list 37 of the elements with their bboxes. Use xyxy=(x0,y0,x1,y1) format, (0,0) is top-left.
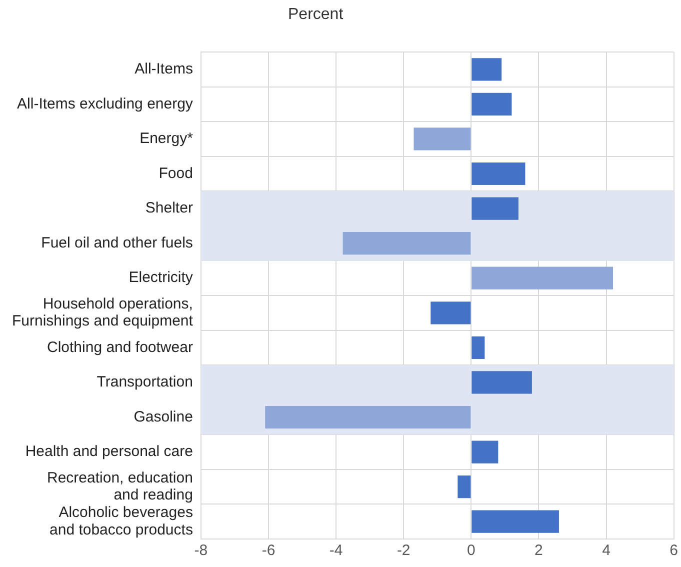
bar xyxy=(414,128,471,150)
x-tick-label: -8 xyxy=(194,542,208,560)
bar xyxy=(472,162,526,186)
bar xyxy=(472,371,532,394)
x-tick-label: 4 xyxy=(602,542,610,560)
x-tick-label: 0 xyxy=(466,542,476,560)
y-tick-label: Clothing and footwear xyxy=(47,338,193,356)
y-tick-label: Alcoholic beverages and tobacco products xyxy=(50,504,193,538)
y-tick-label: Recreation, education and reading xyxy=(47,469,193,504)
bar xyxy=(472,197,518,220)
y-tick-label: All-Items excluding energy xyxy=(17,95,194,112)
bar xyxy=(430,302,471,324)
y-tick-label: Energy* xyxy=(140,130,194,148)
x-tick-label: -2 xyxy=(396,542,410,560)
x-tick-label: 6 xyxy=(670,542,678,560)
bar xyxy=(472,58,502,81)
x-tick-label: -4 xyxy=(329,542,343,560)
x-axis-title: Percent xyxy=(288,6,344,24)
y-tick-label: Household operations, Furnishings and equipment xyxy=(12,295,194,330)
bar xyxy=(472,336,485,359)
x-tick-label: 2 xyxy=(534,542,543,560)
bar xyxy=(472,510,559,533)
bar xyxy=(472,266,614,290)
y-tick-label: Transportation xyxy=(96,374,193,391)
bar xyxy=(472,440,498,464)
bar xyxy=(342,232,471,255)
x-tick-label: -6 xyxy=(262,542,276,560)
bar xyxy=(265,406,471,429)
y-tick-label: All-Items xyxy=(134,60,193,78)
bar xyxy=(458,476,471,498)
y-tick-label: Shelter xyxy=(145,200,193,217)
y-tick-label: Electricity xyxy=(128,269,194,286)
y-tick-label: Health and personal care xyxy=(25,443,193,460)
bar xyxy=(472,92,512,116)
y-tick-label: Gasoline xyxy=(134,408,193,426)
y-tick-label: Food xyxy=(158,164,193,182)
y-tick-label: Fuel oil and other fuels xyxy=(41,234,193,252)
